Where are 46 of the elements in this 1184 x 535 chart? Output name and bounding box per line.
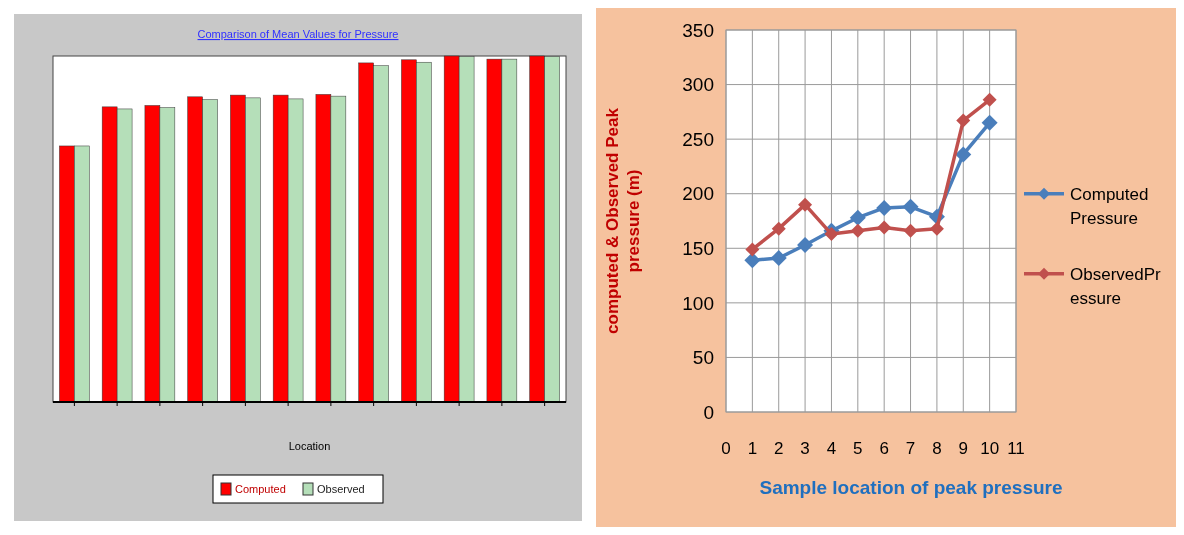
x-tick-label: 5: [853, 439, 863, 458]
y-tick-label: 300: [682, 74, 714, 96]
y-tick-label: 200: [682, 183, 714, 205]
x-axis-title: Sample location of peak pressure: [759, 477, 1063, 498]
point: [877, 220, 892, 235]
point: [849, 209, 866, 226]
point: [902, 198, 919, 215]
x-tick-label: 8: [932, 439, 942, 458]
chart-title: Comparison of Mean Values for Pressure: [197, 28, 399, 40]
x-tick-label: 7: [905, 439, 916, 458]
point: [798, 197, 813, 212]
y-tick-label: 350: [682, 19, 714, 41]
y-tick-label: 250: [682, 128, 714, 150]
x-tick-label: 1: [747, 439, 758, 458]
y-axis-title: computed & Observed Peak pressure (m): [603, 107, 643, 334]
x-tick-label: 4: [826, 439, 837, 458]
point: [903, 223, 918, 238]
point: [956, 113, 971, 128]
point: [797, 237, 814, 254]
point: [744, 252, 761, 269]
point: [745, 242, 760, 257]
y-tick-label: 100: [682, 292, 714, 314]
legend-label: Observed: [317, 483, 365, 495]
point: [824, 227, 839, 242]
x-tick-label: 0: [721, 439, 731, 458]
x-tick-label: 3: [800, 439, 810, 458]
x-tick-label: 6: [879, 439, 889, 458]
point: [955, 146, 972, 163]
y-tick-label: 0: [703, 401, 714, 423]
y-tick-label: 50: [692, 347, 714, 369]
legend-label: Computed: [235, 483, 286, 495]
x-tick-label: 10: [980, 439, 1000, 458]
point: [981, 114, 998, 131]
point: [770, 250, 787, 267]
point: [876, 199, 893, 216]
y-tick-label: 150: [682, 237, 714, 259]
legend-label: ObservedPressure: [1070, 264, 1162, 308]
x-tick-label: 11: [1007, 439, 1025, 458]
point: [850, 223, 865, 238]
point: [771, 221, 786, 236]
point: [982, 92, 997, 107]
x-tick-label: 2: [773, 439, 784, 458]
point: [929, 221, 944, 236]
legend-label: Computed Pressure: [1070, 184, 1149, 228]
x-axis-title: Location: [288, 440, 331, 452]
x-tick-label: 9: [958, 439, 969, 458]
